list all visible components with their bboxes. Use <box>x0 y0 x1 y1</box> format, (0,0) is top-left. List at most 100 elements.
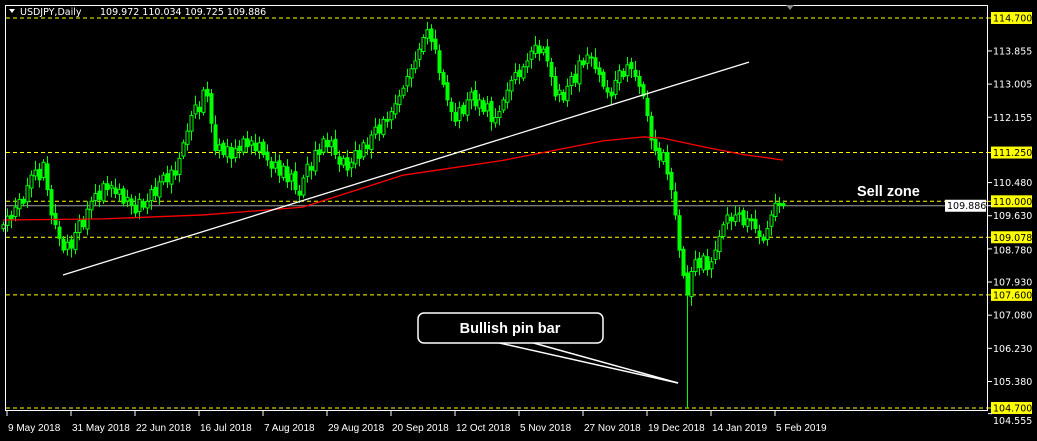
callout-box <box>417 312 604 344</box>
bull-candle <box>125 196 130 202</box>
date-tick-label: 20 Sep 2018 <box>392 423 449 434</box>
ohlc-readout: 109.972 110.034 109.725 109.886 <box>100 7 266 18</box>
date-tick-label: 27 Nov 2018 <box>584 423 641 434</box>
level-price-tag <box>991 12 1032 24</box>
bear-candle <box>461 104 466 115</box>
bull-candle <box>721 224 726 237</box>
bull-candle <box>137 198 142 212</box>
bear-candle <box>629 61 634 70</box>
bear-candle <box>781 203 786 207</box>
bull-candle <box>17 198 22 210</box>
bear-candle <box>653 138 658 152</box>
price-tick-label: 112.155 <box>993 113 1032 124</box>
level-price-tag <box>991 231 1032 244</box>
bear-candle <box>237 145 242 152</box>
price-tick-label: 114.700 <box>993 14 1032 25</box>
bear-candle <box>597 67 602 76</box>
bull-candle <box>525 60 530 68</box>
bull-candle <box>201 89 206 113</box>
bull-candle <box>397 95 402 106</box>
date-tick-label: 19 Dec 2018 <box>648 423 705 434</box>
bear-candle <box>229 146 234 159</box>
bear-candle <box>537 45 542 54</box>
bull-candle <box>485 103 490 112</box>
bull-candle <box>329 140 334 148</box>
price-tick-label: 113.855 <box>993 46 1032 57</box>
bull-candle <box>341 157 346 166</box>
bull-candle <box>289 173 294 182</box>
bear-candle <box>517 69 522 78</box>
bull-candle <box>109 185 114 189</box>
price-tick-label: 107.080 <box>993 311 1032 322</box>
bull-candle <box>513 72 518 81</box>
bear-candle <box>609 91 614 97</box>
bear-candle <box>317 149 322 156</box>
bull-candle <box>421 37 426 53</box>
time-axis[interactable]: 9 May 2018 31 May 2018 22 Jun 2018 16 Jul 2… <box>6 411 827 434</box>
price-tick-label: 108.780 <box>993 245 1032 256</box>
bull-candle <box>177 157 182 175</box>
bull-candle <box>773 202 778 218</box>
bear-candle <box>345 157 350 171</box>
bear-candle <box>753 218 758 230</box>
bear-candle <box>441 72 446 85</box>
price-axis[interactable]: 114.700 113.855 113.005 112.155 111.250 110.4… <box>945 12 1032 427</box>
bear-candle <box>561 91 566 101</box>
bull-candle <box>405 76 410 87</box>
bull-candle <box>381 118 386 136</box>
bull-candle <box>493 116 498 124</box>
bull-candle <box>89 200 94 211</box>
price-tick-label: 104.555 <box>993 416 1032 427</box>
triangle-down-icon[interactable] <box>9 9 15 13</box>
bull-candle <box>189 115 194 132</box>
date-tick-label: 9 May 2018 <box>8 423 61 434</box>
bear-candle <box>365 144 370 150</box>
bull-candle <box>145 200 150 209</box>
bull-candle <box>101 183 106 202</box>
bear-candle <box>649 115 654 141</box>
bear-candle <box>665 152 670 175</box>
bear-candle <box>97 190 102 200</box>
bear-candle <box>673 191 678 216</box>
bear-candle <box>245 138 250 148</box>
bear-candle <box>113 187 118 194</box>
bull-candle <box>273 161 278 169</box>
bear-candle <box>105 183 110 191</box>
bull-candle <box>769 214 774 227</box>
bear-candle <box>377 124 382 134</box>
date-tick-label: 5 Nov 2018 <box>520 423 572 434</box>
bear-candle <box>253 142 258 152</box>
bull-candle <box>577 60 582 85</box>
level-price-tag <box>991 402 1032 414</box>
sell-zone-label: Sell zone <box>857 184 920 200</box>
date-tick-label: 12 Oct 2018 <box>456 423 511 434</box>
bear-candle <box>173 170 178 176</box>
bear-candle <box>749 218 754 222</box>
date-tick-label: 16 Jul 2018 <box>200 423 252 434</box>
bull-candle <box>321 138 326 153</box>
symbol-label: USDJPY,Daily <box>20 7 82 18</box>
bull-candle <box>717 235 722 253</box>
bear-candle <box>601 71 606 87</box>
bear-candle <box>581 60 586 66</box>
bear-candle <box>445 82 450 101</box>
bear-candle <box>285 166 290 183</box>
bear-candle <box>309 166 314 171</box>
bear-candle <box>153 186 158 196</box>
bull-candle <box>1 224 6 230</box>
bull-candle <box>701 255 706 271</box>
bear-candle <box>621 70 626 77</box>
bull-candle <box>301 177 306 196</box>
bear-candle <box>133 204 138 214</box>
bear-candle <box>437 50 442 74</box>
bear-candle <box>741 210 746 226</box>
bear-candle <box>337 156 342 165</box>
bull-candle <box>169 169 174 185</box>
trendline[interactable] <box>62 61 750 276</box>
bear-candle <box>449 101 454 113</box>
shift-marker-icon[interactable] <box>786 5 794 10</box>
price-tick-label: 107.930 <box>993 278 1032 289</box>
bull-candle <box>157 181 162 198</box>
